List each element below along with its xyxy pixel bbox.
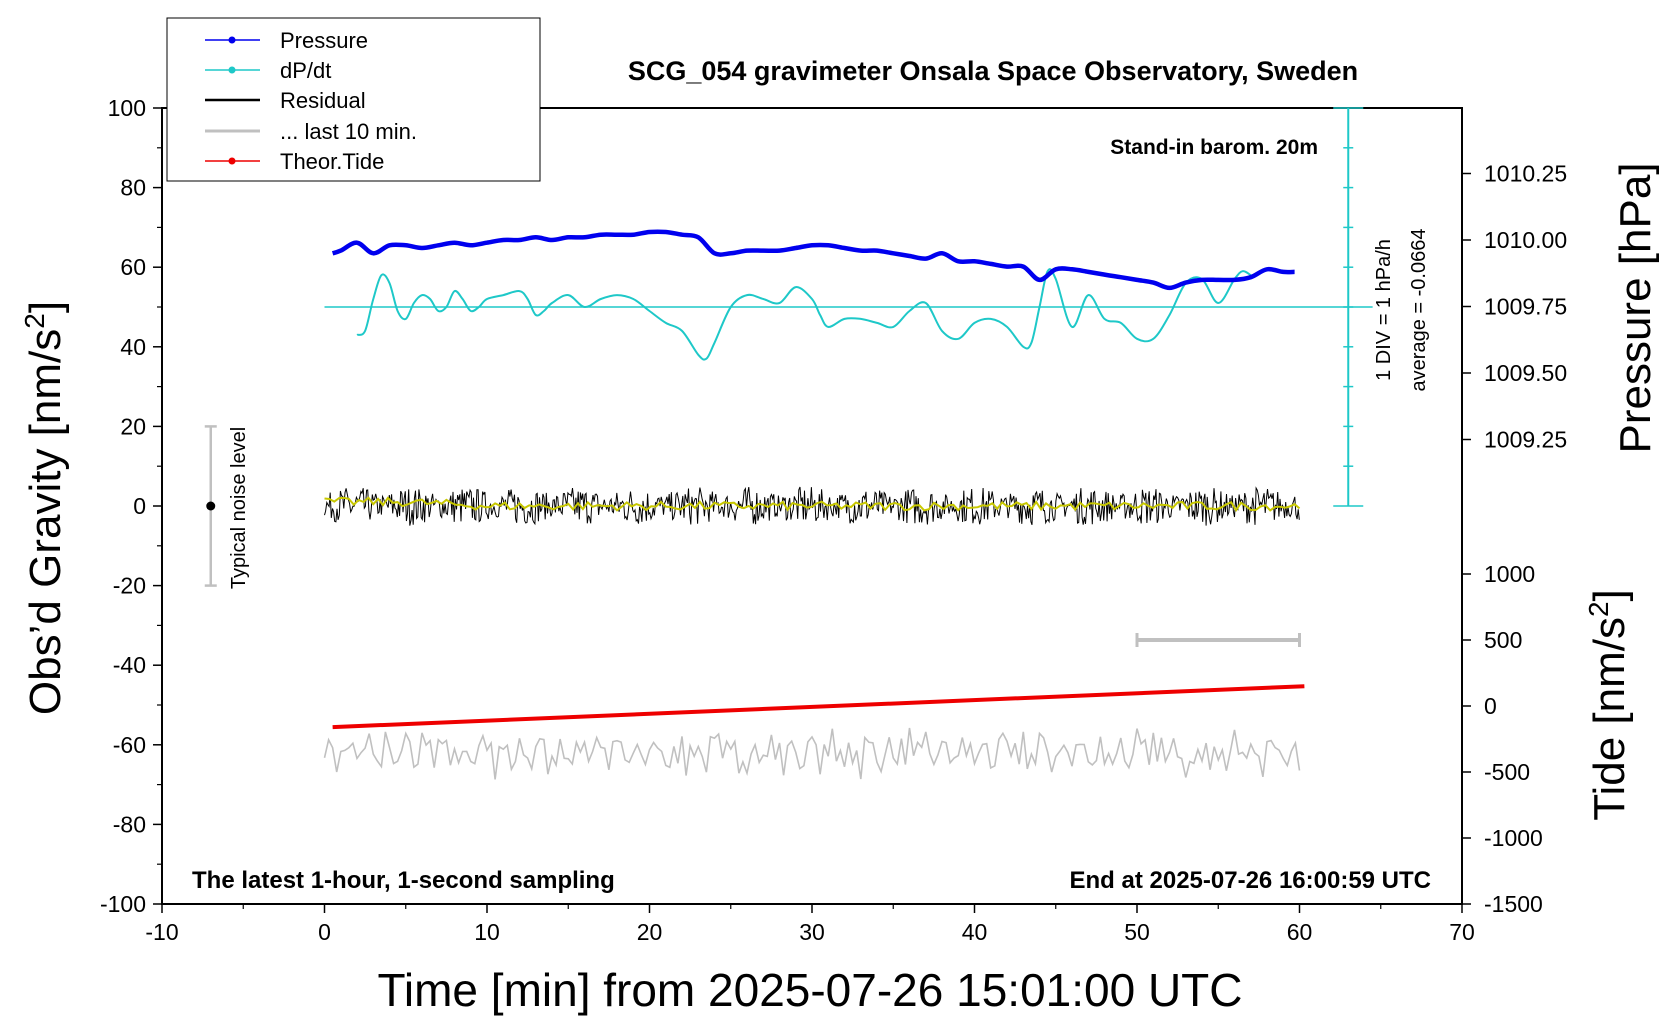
legend-marker-dpdt — [228, 66, 236, 74]
legend-label-pressure: Pressure — [280, 28, 368, 53]
noise-center-point — [206, 501, 216, 511]
y-tick-label: -80 — [113, 811, 146, 837]
dpdt-series-line — [356, 268, 1252, 361]
dpdt-average-note: average = -0.0664 — [1408, 229, 1430, 392]
legend-label-residual: Residual — [280, 88, 366, 113]
y-axis-label-pressure: Pressure [hPa] — [1611, 162, 1660, 453]
y-tick-label: -40 — [113, 652, 146, 678]
x-tick-label: 50 — [1124, 919, 1150, 945]
x-tick-label: 40 — [962, 919, 988, 945]
legend-label-last10: ... last 10 min. — [280, 119, 417, 144]
tide-tick-label: 0 — [1484, 693, 1497, 719]
x-tick-label: 0 — [318, 919, 331, 945]
pressure-tick-label: 1010.00 — [1484, 227, 1567, 253]
tide-tick-label: -1500 — [1484, 891, 1543, 917]
series-layer — [204, 107, 1373, 780]
end-time-note: End at 2025-07-26 16:00:59 UTC — [1070, 867, 1432, 894]
pressure-tick-label: 1009.50 — [1484, 360, 1567, 386]
tide-tick-label: -1000 — [1484, 825, 1543, 851]
x-tick-label: 20 — [637, 919, 663, 945]
tide-tick-label: 1000 — [1484, 561, 1535, 587]
y-axis-label-tide: Tide [nm/s2] — [1583, 589, 1634, 821]
y-tick-label: 60 — [120, 254, 146, 280]
y-tick-label: 100 — [108, 95, 146, 121]
y-tick-label: -20 — [113, 573, 146, 599]
barometer-note: Stand-in barom. 20m — [1110, 136, 1318, 159]
y-tick-label: -100 — [100, 891, 146, 917]
legend: Pressure dP/dt Residual ... last 10 min.… — [166, 17, 541, 182]
pressure-tick-label: 1009.75 — [1484, 294, 1567, 320]
residual-smoothed-line — [324, 496, 1301, 513]
x-axis-label: Time [min] from 2025-07-26 15:01:00 UTC — [378, 964, 1243, 1016]
last10-series-line — [323, 727, 1301, 780]
residual-series-line — [324, 486, 1300, 526]
tide-tick-label: 500 — [1484, 627, 1522, 653]
sampling-note: The latest 1-hour, 1-second sampling — [192, 867, 615, 894]
y-tick-label: 20 — [120, 413, 146, 439]
legend-marker-tide — [228, 157, 236, 165]
pressure-tick-label: 1009.25 — [1484, 427, 1567, 453]
x-tick-label: 30 — [799, 919, 825, 945]
x-tick-label: -10 — [145, 919, 178, 945]
legend-marker-pressure — [228, 36, 236, 44]
legend-label-tide: Theor.Tide — [280, 149, 384, 174]
x-tick-label: 70 — [1449, 919, 1475, 945]
noise-level-label: Typical noise level — [228, 427, 250, 589]
dpdt-scale-note: 1 DIV = 1 hPa/h — [1373, 239, 1395, 381]
chart-title: SCG_054 gravimeter Onsala Space Observat… — [628, 56, 1358, 86]
legend-label-dpdt: dP/dt — [280, 58, 331, 83]
tide-tick-label: -500 — [1484, 759, 1530, 785]
axis-ticks: -10 0 10 20 30 40 50 60 70100806040200-20-40-60-… — [100, 95, 1567, 945]
x-tick-label: 10 — [474, 919, 500, 945]
tide-series-line — [332, 684, 1305, 730]
y-tick-label: 0 — [133, 493, 146, 519]
y-tick-label: 40 — [120, 334, 146, 360]
y-tick-label: -60 — [113, 732, 146, 758]
pressure-tick-label: 1010.25 — [1484, 161, 1567, 187]
x-tick-label: 60 — [1287, 919, 1313, 945]
y-axis-label-gravity: Obs’d Gravity [nm/s2] — [19, 301, 70, 715]
pressure-series-line — [331, 229, 1295, 291]
y-tick-label: 80 — [120, 175, 146, 201]
